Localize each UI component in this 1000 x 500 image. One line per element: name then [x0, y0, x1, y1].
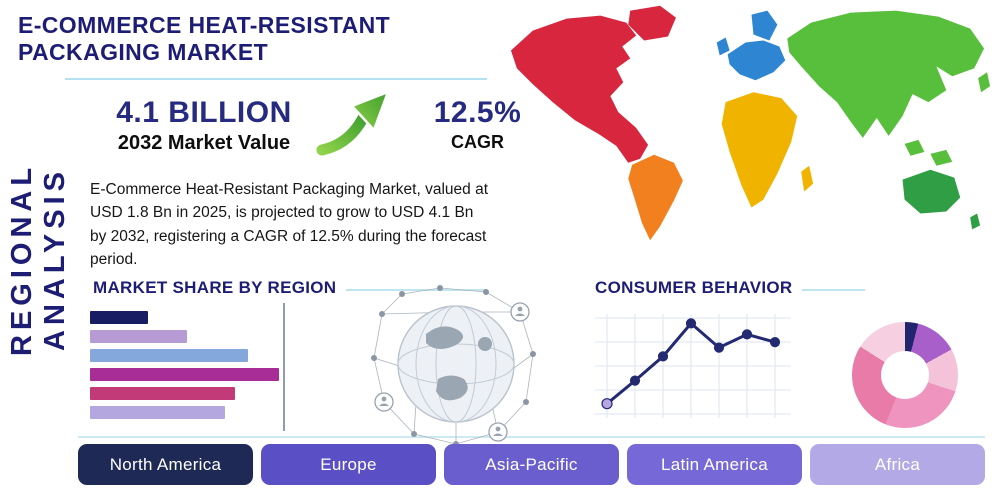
market-share-heading-rule: [346, 288, 487, 291]
map-british-isles: [716, 37, 730, 56]
person-node-icon: [374, 392, 394, 412]
map-south-america: [628, 154, 683, 241]
regional-analysis-vertical-label: REGIONAL ANALYSIS: [6, 162, 71, 356]
market-value-number: 4.1 BILLION: [116, 96, 292, 129]
market-value-stat: 4.1 BILLION 2032 Market Value: [95, 96, 313, 155]
market-share-heading: MARKET SHARE BY REGION: [93, 278, 337, 297]
bar-chart-axis-line: [283, 303, 285, 431]
market-value-caption: 2032 Market Value: [117, 132, 291, 154]
data-point-5: [713, 342, 725, 353]
region-button-africa[interactable]: Africa: [810, 444, 985, 485]
map-greenland: [628, 5, 676, 41]
consumer-behavior-heading: CONSUMER BEHAVIOR: [595, 278, 793, 297]
data-point-7: [769, 336, 781, 348]
consumer-behavior-heading-row: CONSUMER BEHAVIOR: [595, 278, 865, 298]
map-north-america: [510, 15, 649, 163]
data-point-1: [601, 398, 613, 410]
market-share-heading-row: MARKET SHARE BY REGION: [93, 278, 487, 298]
market-share-bar-chart: [90, 303, 290, 431]
data-point-4: [685, 318, 697, 329]
cagr-caption: CAGR: [451, 132, 504, 152]
page-title: E-COMMERCE HEAT-RESISTANT PACKAGING MARK…: [18, 12, 391, 65]
divider-line-bottom: [78, 436, 985, 438]
region-button-latin-america[interactable]: Latin America: [627, 444, 802, 485]
growth-arrow-icon: [313, 89, 391, 159]
region-button-europe[interactable]: Europe: [261, 444, 436, 485]
market-summary-text: E-Commerce Heat-Resistant Packaging Mark…: [90, 181, 488, 268]
data-point-3: [657, 351, 669, 362]
map-southeast-asia-islands: [904, 139, 925, 156]
region-button-row: North America Europe Asia-Pacific Latin …: [78, 444, 985, 485]
map-japan: [978, 72, 991, 93]
consumer-behavior-line-chart: [595, 314, 791, 418]
map-scandinavia: [751, 10, 778, 41]
cagr-stat: 12.5% CAGR: [420, 96, 535, 153]
cagr-number: 12.5%: [433, 96, 522, 129]
globe-network-graphic: [371, 285, 536, 447]
bar-segment-5: [90, 387, 235, 400]
bar-segment-6: [90, 406, 226, 419]
region-button-asia-pacific[interactable]: Asia-Pacific: [444, 444, 619, 485]
divider-line-top: [65, 78, 487, 80]
bar-segment-3: [90, 349, 249, 362]
bar-segment-4: [90, 368, 280, 381]
region-button-north-america[interactable]: North America: [78, 444, 253, 485]
map-europe: [727, 40, 786, 81]
bar-segment-2: [90, 330, 187, 343]
person-node-icon: [510, 302, 530, 322]
map-new-zealand: [970, 213, 981, 230]
bar-segment-1: [90, 311, 148, 324]
map-australia: [902, 169, 961, 214]
consumer-behavior-heading-rule: [802, 288, 865, 291]
data-point-2: [629, 375, 641, 386]
map-madagascar: [801, 165, 814, 192]
consumer-donut-chart: [852, 322, 958, 428]
map-southeast-asia-islands: [930, 149, 953, 166]
person-node-icon: [488, 422, 508, 442]
map-africa: [721, 92, 798, 208]
map-asia: [787, 10, 985, 138]
world-map: [510, 5, 991, 241]
data-point-6: [741, 329, 753, 340]
